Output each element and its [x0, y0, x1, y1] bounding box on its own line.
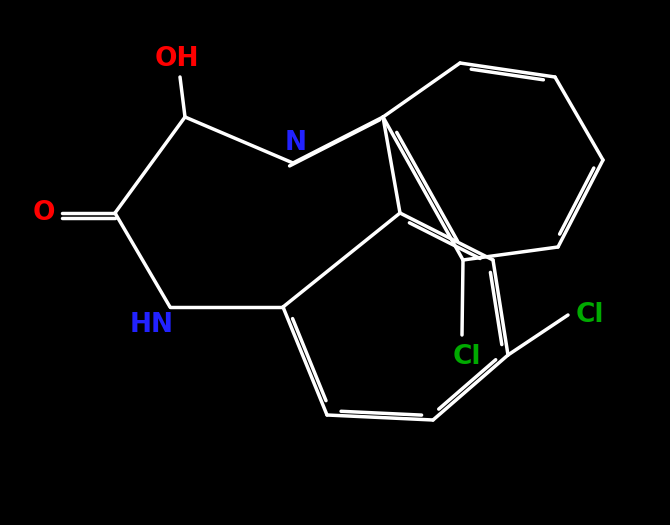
Text: OH: OH [155, 46, 199, 72]
Text: Cl: Cl [453, 344, 481, 370]
Text: HN: HN [130, 312, 174, 338]
Text: N: N [285, 130, 307, 156]
Text: Cl: Cl [576, 302, 604, 328]
Text: O: O [33, 200, 55, 226]
